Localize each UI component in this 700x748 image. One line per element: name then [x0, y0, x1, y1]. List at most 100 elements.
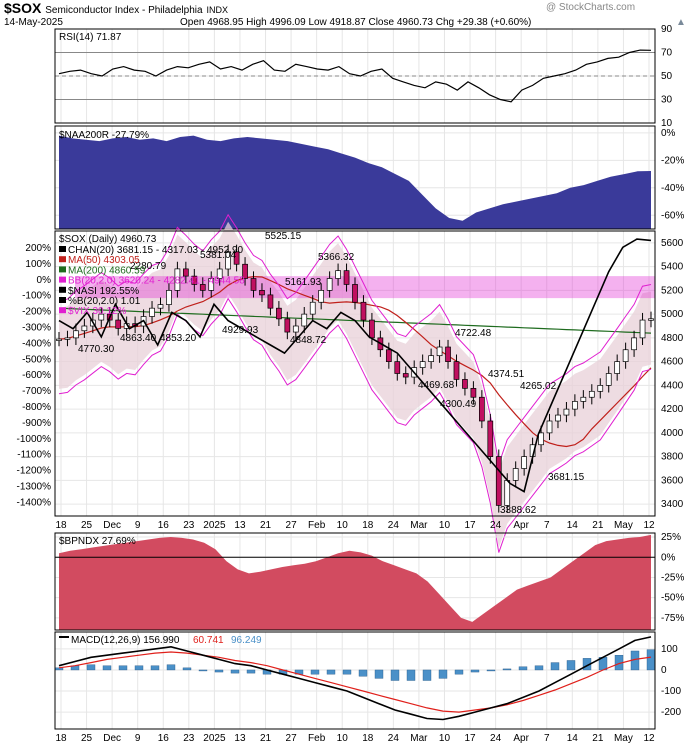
price-panel-frame: [54, 230, 656, 517]
x-axis-label: 10: [337, 520, 349, 531]
nasi-tick-label: -500%: [22, 354, 51, 365]
triangle-up-icon[interactable]: ▲: [676, 17, 686, 28]
x-axis-label-bottom: 10: [439, 733, 451, 744]
macd-signal-legend: 60.741: [193, 635, 224, 646]
macd-histogram-bar: [470, 669, 480, 673]
x-axis-label-bottom: May: [614, 733, 633, 744]
chart-title: $SOX Semiconductor Index - Philadelphia …: [4, 0, 228, 16]
macd-histogram-bar: [198, 669, 208, 672]
legend-swatch: [59, 636, 69, 638]
ohlc-summary: Open 4968.95 High 4996.09 Low 4918.87 Cl…: [180, 17, 532, 28]
nasi-tick-label: 100%: [25, 259, 51, 270]
naa-tick-label: 0%: [661, 128, 676, 139]
legend-swatch: [59, 276, 66, 283]
nasi-tick-label: -1400%: [17, 497, 52, 508]
macd-histogram-bar: [518, 666, 528, 671]
macd-histogram-bar: [550, 662, 560, 671]
x-axis-label-bottom: 12: [643, 733, 655, 744]
price-legend-title: $SOX (Daily) 4960.73: [59, 234, 157, 245]
x-axis-label: Mar: [410, 520, 428, 531]
macd-histogram-bar: [118, 665, 128, 671]
macd-histogram-bar: [166, 664, 176, 671]
price-annotation-label: 2280.79: [130, 261, 167, 272]
x-axis-label: 21: [260, 520, 272, 531]
x-axis-label: 27: [286, 520, 298, 531]
price-candle: [208, 278, 215, 291]
price-candle: [394, 361, 401, 374]
x-axis-label-bottom: Feb: [308, 733, 326, 744]
price-annotation-label: 5161.93: [285, 277, 322, 288]
price-annotation-label: 4929.93: [222, 325, 259, 336]
price-candle: [622, 349, 629, 362]
price-annotation-label: 4770.30: [78, 344, 115, 355]
price-annotation-label: 3388.62: [500, 505, 537, 516]
price-right-tick-label: 5600: [661, 238, 684, 249]
bpndx-tick-label: 0%: [661, 552, 676, 563]
price-candle: [250, 278, 257, 291]
price-right-tick-label: 5200: [661, 285, 684, 296]
x-axis-label-bottom: Apr: [513, 733, 529, 744]
macd-hist-legend: 96.249: [231, 635, 262, 646]
macd-tick-label: 0: [661, 665, 667, 676]
price-candle: [385, 349, 392, 362]
x-axis-label-bottom: 7: [544, 733, 550, 744]
price-candle: [191, 275, 198, 285]
exchange: INDX: [206, 5, 228, 15]
price-candle: [199, 284, 206, 291]
price-annotation-label: 4853.20: [160, 333, 197, 344]
price-candle: [428, 355, 434, 362]
price-right-tick-label: 4400: [661, 380, 684, 391]
x-axis-label: 2025: [203, 520, 226, 531]
price-candle: [216, 268, 223, 279]
rsi-tick-label: 90: [661, 24, 673, 35]
rsi-legend: RSI(14) 71.87: [59, 32, 122, 43]
x-axis-label-bottom: 17: [464, 733, 476, 744]
macd-histogram-bar: [534, 665, 544, 671]
bb-upper-line: [58, 213, 652, 465]
price-candle: [284, 318, 291, 333]
nasi-tick-label: -600%: [22, 370, 51, 381]
price-candle: [115, 319, 122, 329]
x-axis-label-bottom: 13: [234, 733, 246, 744]
price-annotation-label: 4848.72: [290, 335, 327, 346]
price-candle: [81, 325, 88, 332]
x-axis-label: 12: [643, 520, 655, 531]
price-candle: [276, 307, 282, 320]
naa200r-legend: $NAA200R -27.79%: [59, 130, 149, 141]
x-axis-label: 10: [439, 520, 451, 531]
naa-tick-label: -20%: [661, 155, 684, 166]
price-candle: [580, 396, 587, 402]
price-candle: [495, 456, 502, 506]
price-right-tick-label: 3800: [661, 452, 684, 463]
naa-tick-label: -40%: [661, 183, 684, 194]
x-axis-label-bottom: 9: [135, 733, 141, 744]
nasi-tick-label: 0%: [37, 275, 52, 286]
price-candle: [157, 304, 164, 309]
price-right-tick-label: 3400: [661, 499, 684, 510]
price-candle: [605, 373, 612, 386]
nasi-tick-label: -1100%: [17, 450, 51, 461]
nasi-tick-label: -900%: [22, 418, 51, 429]
price-candle: [487, 420, 494, 457]
macd-histogram-bar: [214, 669, 224, 673]
legend-swatch: [59, 256, 66, 263]
price-candle: [267, 294, 274, 309]
price-candle: [504, 480, 511, 506]
x-axis-label: Dec: [103, 520, 121, 531]
x-axis-label-bottom: Mar: [410, 733, 428, 744]
macd-histogram-bar: [310, 669, 320, 675]
x-axis-label: 24: [490, 520, 502, 531]
bpndx-tick-label: -50%: [661, 593, 684, 604]
macd-legend: MACD(12,26,9) 156.990: [71, 635, 180, 646]
macd-histogram-bar: [374, 669, 384, 679]
price-candle: [326, 278, 333, 291]
x-axis-label-bottom: 18: [55, 733, 67, 744]
price-candle: [183, 268, 189, 277]
macd-histogram-bar: [134, 665, 144, 671]
x-axis-label: 18: [55, 520, 67, 531]
x-axis-label-bottom: Dec: [103, 733, 121, 744]
price-candle: [470, 387, 477, 398]
macd-histogram-bar: [566, 660, 576, 671]
x-axis-label-bottom: 24: [388, 733, 400, 744]
